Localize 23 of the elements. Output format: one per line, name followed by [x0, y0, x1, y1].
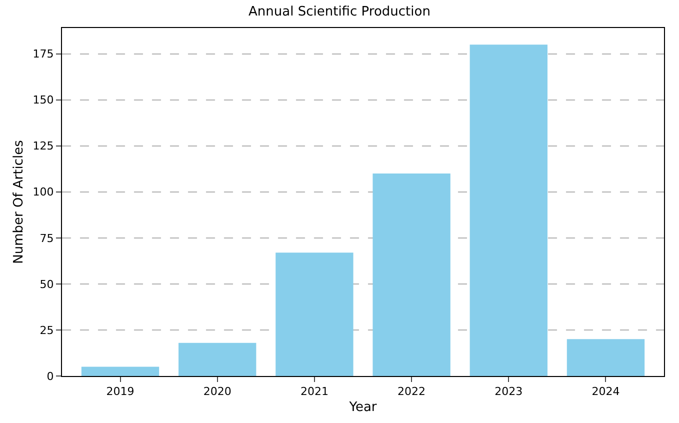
bar [566, 339, 645, 376]
chart-title: Annual Scientific Production [248, 4, 430, 20]
bar [276, 252, 354, 376]
x-tick-label: 2021 [300, 385, 328, 398]
bar [372, 173, 450, 376]
y-tick-label: 150 [32, 94, 54, 107]
x-tick-label: 2023 [494, 385, 523, 398]
x-tick-label: 2019 [106, 385, 134, 398]
x-tick-label: 2024 [592, 385, 620, 398]
y-tick-label: 50 [40, 278, 54, 291]
bar [470, 44, 548, 376]
y-tick-label: 125 [32, 140, 54, 153]
bar [178, 342, 256, 376]
x-tick-label: 2022 [398, 385, 426, 398]
y-tick-label: 100 [32, 186, 54, 199]
y-tick-label: 175 [32, 48, 54, 61]
x-axis-title: Year [348, 400, 378, 415]
bar [81, 366, 160, 376]
y-tick-label: 0 [46, 370, 54, 383]
x-tick-label: 2020 [203, 385, 232, 398]
y-axis-title: Number Of Articles [12, 140, 27, 264]
y-tick-label: 25 [40, 324, 54, 337]
y-tick-label: 75 [40, 232, 54, 245]
